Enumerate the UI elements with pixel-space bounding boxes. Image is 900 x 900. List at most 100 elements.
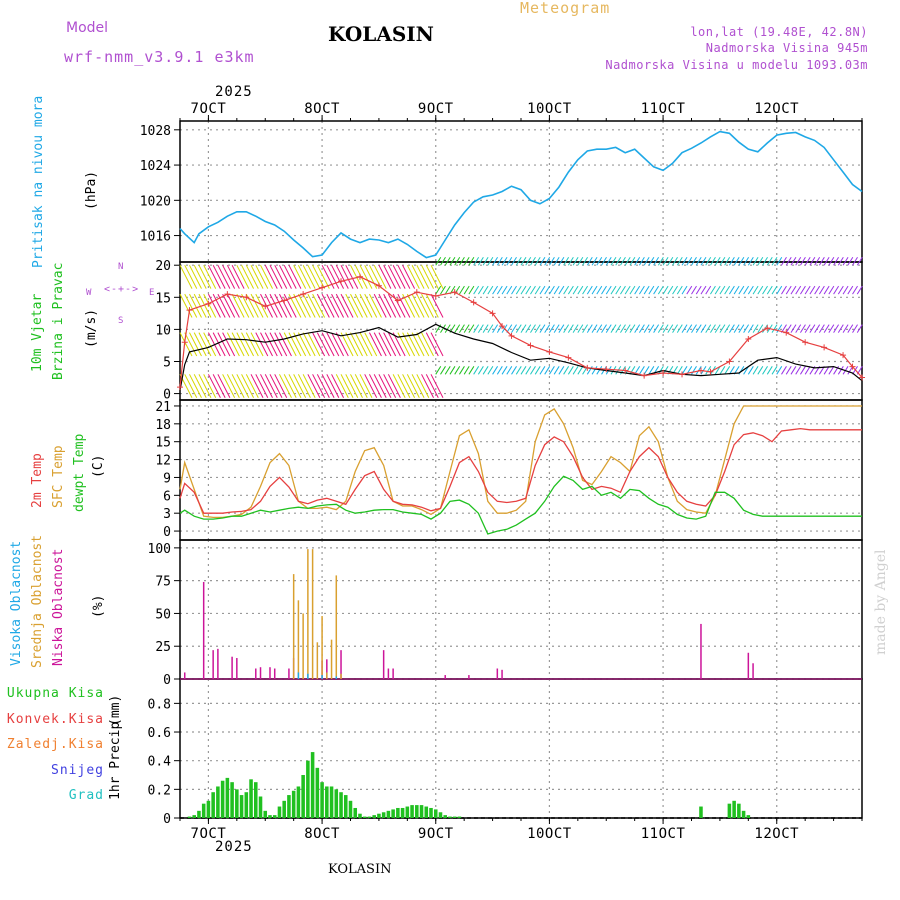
wind-barb (302, 293, 316, 318)
wind-barb (468, 324, 475, 333)
bar-precip (410, 805, 414, 818)
bar-precip (258, 796, 263, 818)
wind-barb (373, 374, 387, 398)
wind-barb (307, 332, 321, 357)
gust-marker (205, 300, 212, 307)
wind-barb (837, 285, 844, 295)
wind-barb (179, 264, 193, 289)
wind-barb (383, 332, 397, 357)
bar-precip (348, 800, 353, 818)
wind-barb (198, 332, 212, 357)
bar-precip (239, 795, 244, 818)
wind-barb (662, 285, 669, 295)
bar-precip (254, 782, 258, 818)
bar-precip (457, 816, 462, 818)
wind-barb (563, 366, 570, 375)
wind-barb (368, 374, 382, 398)
wind-barb (260, 264, 273, 289)
wind-barb (728, 324, 735, 333)
wind-barb (596, 324, 603, 333)
gust-marker (679, 371, 686, 378)
wind-barb (534, 366, 541, 375)
wind-barb (264, 374, 278, 398)
legend-hail: Grad (68, 788, 104, 803)
series-2m-temp (179, 427, 862, 514)
wind-barb (752, 366, 759, 375)
panel-frame-pressure (179, 120, 863, 263)
wind-barb (269, 264, 283, 289)
wind-barb (293, 293, 307, 318)
wind-barb (814, 285, 821, 295)
wind-barb (653, 285, 660, 295)
wind-barb (852, 285, 858, 295)
wind-barb (316, 293, 330, 318)
wind-barb (705, 366, 712, 375)
wind-barb (515, 324, 522, 333)
wind-barb (222, 264, 236, 289)
wind-barb (487, 256, 494, 266)
wind-barb (539, 324, 546, 333)
wind-barb (274, 293, 288, 318)
wind-barb (766, 285, 773, 295)
wind-barb (459, 366, 465, 375)
wind-barb (795, 366, 802, 375)
bar-precip (746, 815, 751, 818)
wind-barb (828, 256, 835, 266)
wind-barb (714, 324, 721, 333)
wind-barb (331, 293, 345, 318)
wind-barb (307, 374, 321, 398)
wind-barb (634, 256, 641, 266)
bar-precip (197, 810, 201, 818)
wind-barb (350, 264, 363, 289)
wind-barb (340, 264, 354, 289)
wind-barb (719, 256, 726, 266)
wind-barb (695, 256, 702, 266)
wind-barb (530, 256, 536, 266)
panel-frame-clouds (179, 539, 863, 680)
wind-barb (676, 285, 683, 295)
wind-barb (809, 285, 816, 295)
wind-barb (847, 366, 854, 375)
wind-barb (250, 293, 264, 318)
xtick-top-label: 9OCT (418, 101, 454, 117)
wind-barb (648, 366, 655, 375)
wind-barb (217, 332, 231, 357)
wind-barb (733, 324, 740, 333)
gust-marker (697, 367, 704, 374)
wind-barb (207, 264, 221, 289)
bar-precip (296, 786, 301, 818)
gust-marker (764, 325, 771, 332)
wind-barb (638, 366, 645, 375)
wind-barb (236, 374, 250, 398)
series-pressure (179, 130, 863, 259)
wind-barb (496, 366, 503, 375)
wind-barb (558, 256, 565, 266)
wind-barb (184, 293, 198, 318)
gust-marker (356, 273, 363, 280)
wind-barb (416, 374, 430, 398)
wind-barb (212, 264, 226, 289)
wind-barb (567, 256, 574, 266)
wind-barb (719, 324, 726, 333)
wind-barb (733, 256, 740, 266)
wind-barb (567, 366, 574, 375)
wind-barb (279, 293, 292, 318)
bar-precip (372, 815, 376, 818)
wind-barb (548, 324, 555, 333)
wind-barbs (179, 256, 863, 398)
ytick-label: 1024 (140, 159, 171, 174)
gust-marker (622, 367, 629, 374)
wind-barb (406, 293, 420, 318)
wind-barb (747, 256, 754, 266)
wind-barb (364, 293, 378, 318)
gust-marker (375, 282, 382, 289)
wind-barb (312, 293, 326, 318)
wind-barb (487, 366, 494, 375)
ytick-label: 6 (163, 489, 171, 504)
wind-barb (255, 332, 269, 357)
wind-barb (482, 285, 489, 295)
wind-barb (454, 256, 461, 266)
wind-barb (582, 256, 588, 266)
wind-barb (752, 285, 759, 295)
wind-barb (459, 324, 465, 333)
